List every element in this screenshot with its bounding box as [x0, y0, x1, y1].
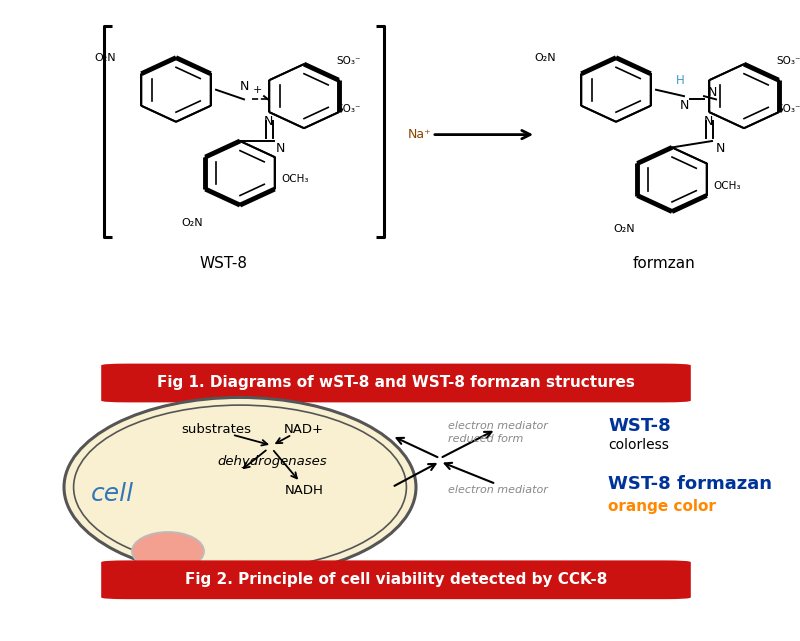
Text: O₂N: O₂N: [94, 53, 116, 63]
Text: O₂N: O₂N: [534, 53, 556, 63]
Text: Fig 1. Diagrams of wST-8 and WST-8 formzan structures: Fig 1. Diagrams of wST-8 and WST-8 formz…: [157, 376, 635, 390]
Text: Fig 2. Principle of cell viability detected by CCK-8: Fig 2. Principle of cell viability detec…: [185, 572, 607, 587]
Text: OCH₃: OCH₃: [714, 181, 741, 191]
Text: N: N: [276, 142, 286, 155]
Text: formzan: formzan: [633, 256, 695, 271]
Text: cell: cell: [90, 481, 134, 506]
Text: SO₃⁻: SO₃⁻: [336, 104, 361, 114]
Text: N: N: [708, 87, 718, 99]
Text: dehydrogenases: dehydrogenases: [217, 455, 327, 468]
Text: +: +: [253, 85, 262, 95]
Text: N: N: [703, 115, 713, 128]
Text: N: N: [716, 142, 726, 155]
Text: O₂N: O₂N: [181, 218, 203, 228]
Text: NAD+: NAD+: [284, 423, 324, 436]
Ellipse shape: [132, 532, 204, 570]
Text: orange color: orange color: [608, 499, 716, 514]
Text: electron mediator: electron mediator: [448, 485, 548, 495]
Text: Na⁺: Na⁺: [408, 128, 432, 141]
Text: N: N: [679, 99, 689, 112]
Text: colorless: colorless: [608, 438, 669, 453]
Ellipse shape: [64, 397, 416, 577]
Text: NADH: NADH: [285, 484, 323, 497]
Text: OCH₃: OCH₃: [282, 174, 309, 185]
Text: H: H: [676, 74, 684, 87]
FancyBboxPatch shape: [101, 560, 691, 599]
Text: O₂N: O₂N: [613, 224, 635, 235]
Text: WST-8: WST-8: [200, 256, 248, 271]
Text: WST-8 formazan: WST-8 formazan: [608, 475, 772, 493]
Text: SO₃⁻: SO₃⁻: [776, 56, 800, 66]
Text: N: N: [239, 80, 249, 93]
Text: substrates: substrates: [181, 423, 251, 436]
Text: N: N: [263, 115, 273, 128]
Text: WST-8: WST-8: [608, 417, 670, 435]
FancyBboxPatch shape: [101, 363, 691, 403]
Text: SO₃⁻: SO₃⁻: [776, 104, 800, 114]
Text: SO₃⁻: SO₃⁻: [336, 56, 361, 66]
Text: electron mediator
reduced form: electron mediator reduced form: [448, 422, 548, 444]
